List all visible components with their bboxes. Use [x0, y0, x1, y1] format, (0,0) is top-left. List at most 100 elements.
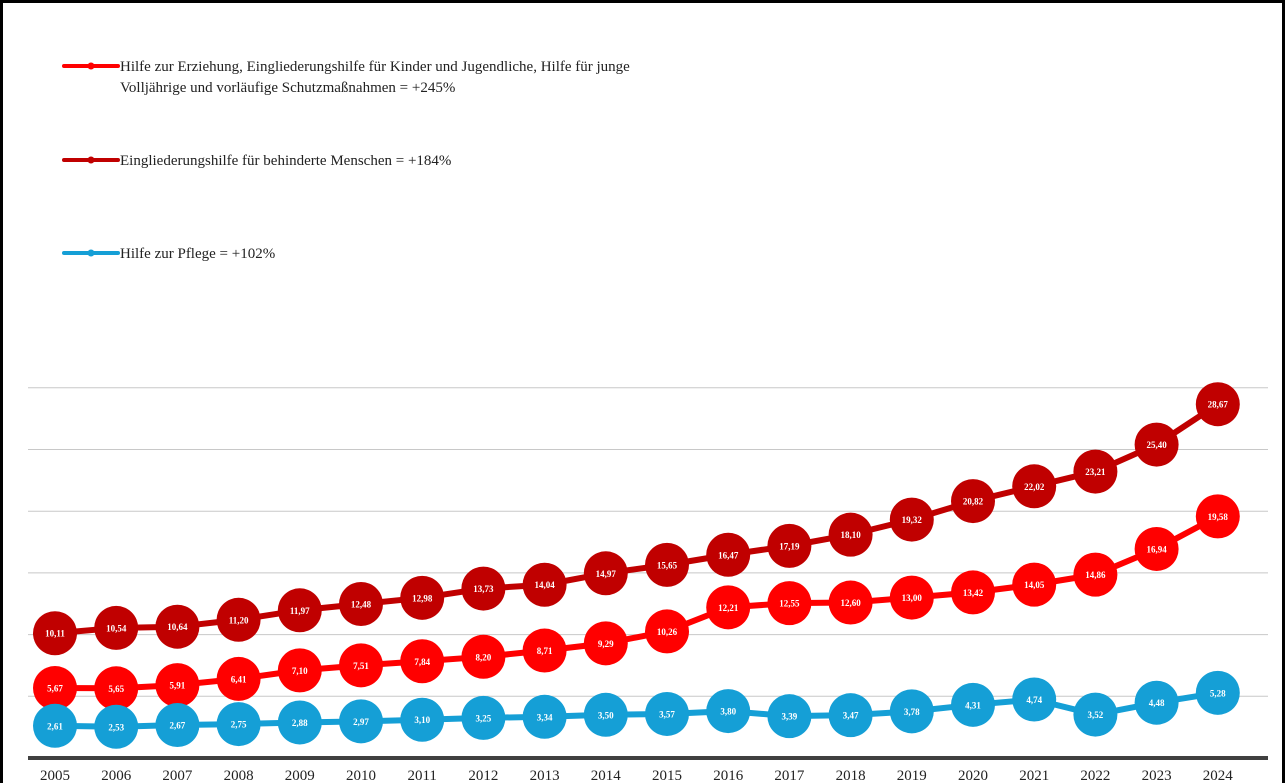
data-point [155, 663, 200, 708]
data-label: 3,80 [720, 707, 736, 717]
data-point [767, 694, 812, 739]
data-label: 23,21 [1085, 467, 1106, 477]
data-point [400, 639, 445, 684]
data-label: 3,25 [476, 713, 492, 723]
data-label: 3,34 [537, 712, 553, 722]
x-tick-label: 2017 [774, 768, 805, 783]
data-point [1134, 680, 1179, 725]
data-label: 9,29 [598, 639, 614, 649]
x-tick-label: 2023 [1142, 768, 1172, 783]
x-tick-label: 2011 [407, 768, 436, 783]
data-point [94, 704, 139, 749]
data-label: 7,10 [292, 666, 308, 676]
data-point [583, 692, 628, 737]
data-point [522, 628, 567, 673]
data-label: 28,67 [1208, 400, 1229, 410]
data-point [33, 666, 77, 711]
x-tick-label: 2012 [468, 768, 498, 783]
data-point [461, 695, 506, 740]
data-point [339, 581, 383, 626]
x-tick-label: 2015 [652, 768, 682, 783]
data-label: 12,55 [779, 599, 800, 609]
data-point [889, 497, 934, 542]
x-tick-label: 2022 [1080, 768, 1110, 783]
data-label: 2,88 [292, 718, 308, 728]
data-point [1134, 526, 1179, 571]
data-label: 10,54 [106, 623, 127, 633]
data-point [400, 697, 445, 742]
data-point [951, 682, 995, 727]
data-label: 2,97 [353, 717, 369, 727]
data-point [155, 703, 200, 748]
data-point [277, 648, 322, 693]
data-point [33, 611, 77, 656]
data-point [94, 605, 139, 650]
legend-label: Eingliederungshilfe für behinderte Mensc… [120, 153, 451, 169]
data-point [645, 609, 689, 654]
data-point [1195, 382, 1240, 427]
data-point [1073, 552, 1118, 597]
data-point [645, 542, 689, 587]
data-point [1012, 464, 1057, 509]
x-tick-label: 2024 [1203, 768, 1234, 783]
data-label: 19,58 [1208, 512, 1229, 522]
data-point [583, 551, 628, 596]
data-label: 19,32 [902, 515, 923, 525]
data-point [1195, 670, 1240, 715]
data-label: 7,51 [353, 661, 369, 671]
data-point [767, 581, 812, 626]
data-label: 6,41 [231, 674, 247, 684]
data-label: 14,05 [1024, 580, 1045, 590]
data-label: 12,98 [412, 593, 433, 603]
data-point [706, 689, 751, 734]
data-point [889, 575, 934, 620]
data-label: 12,48 [351, 599, 372, 609]
data-point [155, 604, 200, 649]
legend: Hilfe zur Erziehung, Eingliederungshilfe… [62, 59, 630, 262]
data-point [1073, 692, 1118, 737]
data-point [828, 580, 873, 625]
data-label: 14,04 [534, 580, 555, 590]
data-label: 4,31 [965, 700, 981, 710]
x-tick-label: 2013 [530, 768, 560, 783]
x-tick-label: 2016 [713, 768, 744, 783]
data-point [1012, 562, 1057, 607]
x-tick-label: 2018 [836, 768, 866, 783]
data-label: 2,61 [47, 721, 63, 731]
data-label: 13,73 [473, 584, 494, 594]
data-point [828, 512, 873, 557]
data-label: 3,52 [1088, 710, 1104, 720]
data-label: 14,86 [1085, 570, 1106, 580]
legend-label: Hilfe zur Erziehung, Eingliederungshilfe… [120, 59, 630, 75]
data-point [339, 643, 383, 688]
data-label: 13,42 [963, 588, 984, 598]
data-label: 10,64 [167, 622, 188, 632]
data-label: 15,65 [657, 560, 678, 570]
data-point [277, 700, 322, 745]
data-label: 8,71 [537, 646, 553, 656]
data-point [277, 588, 322, 633]
x-tick-label: 2010 [346, 768, 376, 783]
data-point [1012, 677, 1057, 722]
x-tick-label: 2021 [1019, 768, 1049, 783]
data-label: 2,53 [108, 722, 124, 732]
data-point [706, 532, 751, 577]
data-label: 3,39 [782, 712, 798, 722]
data-label: 2,67 [170, 721, 186, 731]
data-label: 3,78 [904, 707, 920, 717]
data-point [1073, 449, 1118, 494]
series-markers: 5,67 5,65 5,91 6,41 7,10 7,51 7,84 8,20 8,71 9,29… [33, 382, 1240, 749]
data-point [522, 694, 567, 739]
data-label: 13,00 [902, 593, 923, 603]
data-point [216, 702, 261, 747]
data-label: 7,84 [414, 657, 430, 667]
data-point [522, 562, 567, 607]
data-point [951, 479, 995, 524]
data-label: 20,82 [963, 497, 984, 507]
data-point [1134, 422, 1179, 467]
data-label: 4,74 [1026, 695, 1042, 705]
x-tick-label: 2006 [101, 768, 132, 783]
data-label: 11,20 [229, 615, 249, 625]
gridlines [28, 387, 1268, 697]
